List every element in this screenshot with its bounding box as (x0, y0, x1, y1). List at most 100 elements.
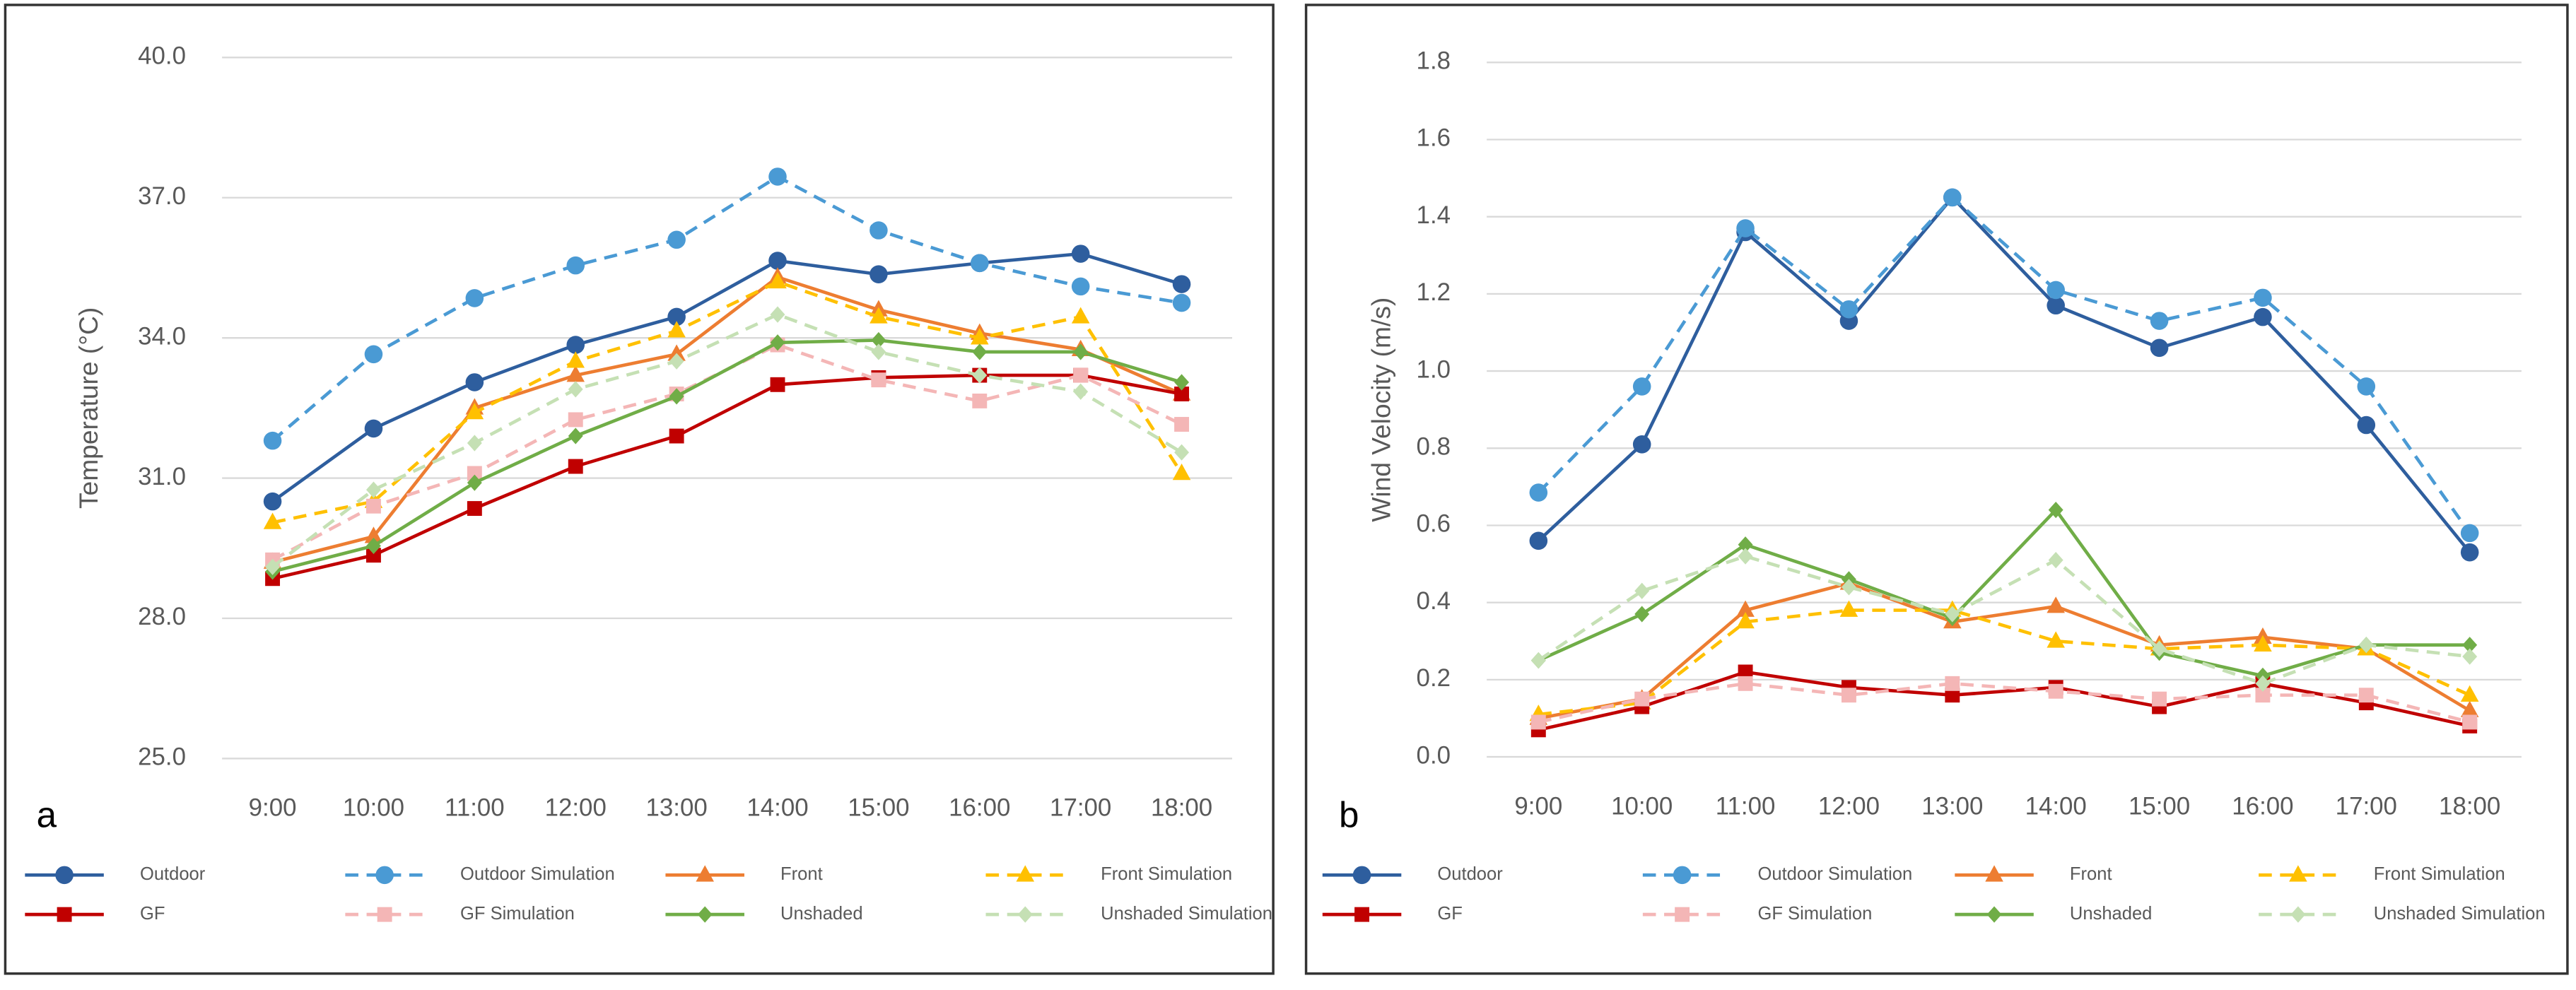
marker (669, 353, 684, 370)
marker (971, 254, 989, 273)
marker (1073, 343, 1089, 360)
marker (566, 336, 585, 354)
series-line (1537, 195, 2471, 534)
marker (870, 307, 888, 324)
marker (2152, 691, 2167, 707)
x-tick-label: 18:00 (1151, 794, 1212, 822)
marker (467, 466, 482, 481)
marker (1071, 244, 1090, 263)
marker (1530, 714, 1546, 730)
series-line (271, 338, 1183, 574)
legend-marker (1673, 866, 1692, 885)
marker (467, 501, 482, 517)
legend-label: GF Simulation (460, 904, 575, 924)
legend-label: Front (2070, 864, 2112, 884)
y-tick-label: 34.0 (138, 322, 186, 350)
marker (566, 365, 585, 382)
marker (1632, 377, 1651, 396)
legend-label: Unshaded (780, 904, 862, 924)
marker (2150, 312, 2169, 330)
series-line (1538, 681, 2471, 724)
y-tick-label: 0.0 (1417, 741, 1451, 769)
marker (768, 252, 787, 270)
marker (1736, 219, 1755, 237)
marker (1738, 536, 1753, 553)
x-tick-label: 9:00 (249, 794, 297, 822)
marker (1841, 688, 1856, 703)
marker (1839, 600, 1858, 617)
legend-label: Unshaded Simulation (2374, 904, 2546, 924)
x-tick-label: 10:00 (343, 794, 404, 822)
legend-marker (1017, 906, 1033, 923)
y-tick-label: 1.0 (1417, 355, 1451, 383)
marker (667, 307, 686, 326)
legend-marker (1675, 907, 1690, 922)
x-tick-label: 15:00 (848, 794, 909, 822)
legend-marker (377, 907, 392, 922)
legend-marker (696, 865, 714, 882)
marker (364, 345, 383, 364)
marker (770, 334, 785, 351)
marker (1736, 600, 1755, 617)
marker (2255, 675, 2271, 692)
marker (667, 230, 686, 249)
x-tick-label: 15:00 (2129, 792, 2190, 820)
marker (870, 265, 888, 283)
legend-label: Outdoor Simulation (460, 864, 615, 884)
x-tick-label: 12:00 (545, 794, 607, 822)
marker (566, 351, 585, 368)
series-line (1538, 507, 2470, 678)
series-line (272, 280, 1183, 524)
marker (2462, 714, 2478, 730)
x-tick-label: 14:00 (2025, 792, 2087, 820)
x-tick-label: 16:00 (2232, 792, 2293, 820)
y-tick-label: 28.0 (138, 603, 186, 630)
legend-marker (1985, 865, 2003, 882)
series-line (272, 373, 1182, 581)
marker (1530, 652, 1546, 669)
legend-label: Outdoor (1437, 864, 1503, 884)
marker (467, 435, 482, 452)
series-line (271, 175, 1182, 442)
marker (871, 343, 886, 360)
marker (2254, 288, 2272, 307)
panel-label: b (1339, 795, 1359, 835)
marker (364, 526, 383, 543)
marker (2460, 685, 2479, 702)
y-tick-label: 0.2 (1417, 664, 1451, 692)
x-tick-label: 16:00 (949, 794, 1010, 822)
x-tick-label: 14:00 (747, 794, 808, 822)
x-tick-label: 10:00 (1611, 792, 1673, 820)
y-tick-label: 0.8 (1417, 432, 1451, 460)
marker (1945, 688, 1960, 703)
legend-label: Front Simulation (2374, 864, 2505, 884)
marker (2048, 502, 2063, 519)
marker (870, 221, 888, 240)
marker (1529, 483, 1548, 502)
marker (364, 419, 383, 438)
marker (871, 372, 886, 388)
legend-marker (1352, 866, 1371, 885)
legend-marker (375, 866, 394, 885)
legend-marker (1016, 865, 1035, 882)
y-tick-label: 40.0 (138, 42, 186, 70)
panel-frame (1304, 4, 2569, 975)
legend-label: GF (140, 904, 165, 924)
marker (1738, 676, 1753, 691)
series-line (271, 312, 1183, 569)
marker (1945, 606, 1960, 623)
marker (467, 474, 482, 491)
marker (1634, 691, 1650, 707)
x-tick-label: 13:00 (1921, 792, 1983, 820)
legend-label: Outdoor Simulation (1757, 864, 1912, 884)
marker (2254, 307, 2272, 326)
panel-frame (4, 4, 1275, 975)
marker (1632, 435, 1651, 454)
marker (263, 512, 282, 529)
y-tick-label: 1.4 (1417, 201, 1451, 229)
legend-marker (57, 907, 72, 922)
marker (366, 548, 381, 563)
y-tick-label: 1.6 (1417, 124, 1451, 152)
marker (465, 403, 484, 420)
